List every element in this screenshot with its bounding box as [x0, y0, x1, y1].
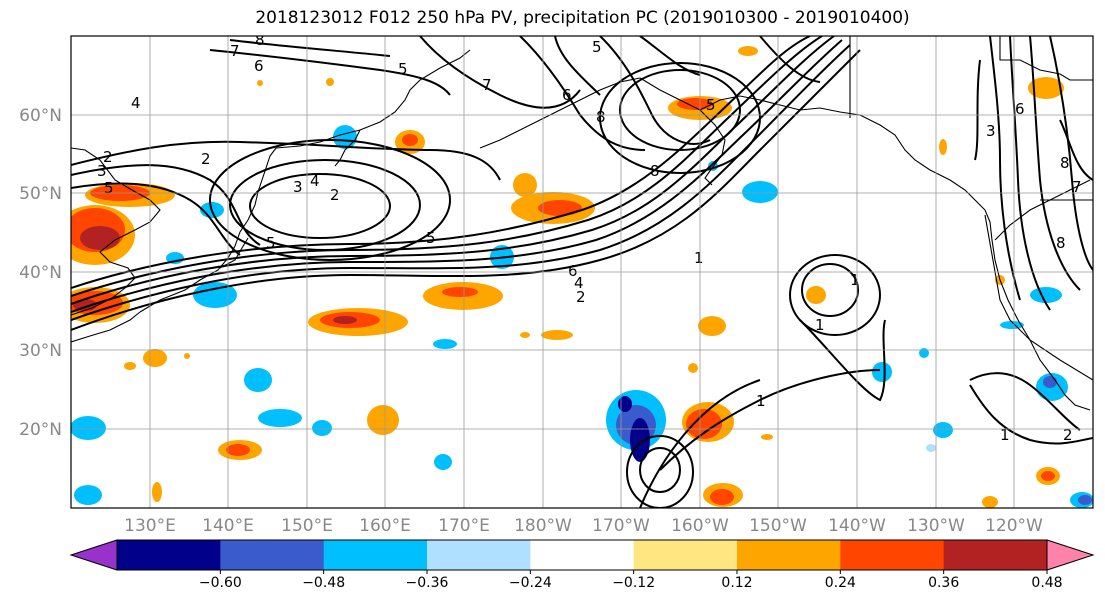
svg-text:2: 2 — [1063, 426, 1073, 444]
colorbar-tick-label: 0.36 — [928, 575, 959, 591]
colorbar-tick-label: −0.36 — [406, 575, 449, 591]
lon-label: 160°W — [671, 516, 729, 536]
svg-text:6: 6 — [562, 86, 572, 104]
svg-text:7: 7 — [1072, 178, 1082, 196]
svg-text:2: 2 — [201, 150, 211, 168]
svg-text:5: 5 — [426, 229, 436, 247]
lon-label: 130°E — [124, 516, 176, 536]
colorbar-tick-label: −0.12 — [612, 575, 655, 591]
colorbar-cell — [840, 540, 945, 570]
contour-labels: 7 8 6 5 5 7 6 5 8 8 5 4 2 2 3 5 3 4 2 5 — [97, 31, 1082, 444]
colorbar-cell — [737, 540, 841, 570]
svg-text:2: 2 — [330, 186, 340, 204]
lat-label: 50°N — [19, 184, 62, 204]
svg-text:1: 1 — [850, 271, 860, 289]
svg-text:5: 5 — [266, 234, 276, 252]
colorbar-tick-label: −0.24 — [509, 575, 552, 591]
lat-label: 40°N — [19, 263, 62, 283]
colorbar-cell — [530, 540, 635, 570]
svg-text:6: 6 — [1015, 100, 1025, 118]
svg-text:8: 8 — [596, 108, 606, 126]
svg-text:8: 8 — [1056, 234, 1066, 252]
colorbar-cell — [117, 540, 221, 570]
lon-label: 180°W — [514, 516, 572, 536]
lon-label: 140°E — [202, 516, 254, 536]
lat-label: 30°N — [19, 341, 62, 361]
svg-text:2: 2 — [576, 288, 586, 306]
svg-text:7: 7 — [230, 42, 240, 60]
svg-text:7: 7 — [482, 76, 492, 94]
svg-text:2: 2 — [103, 148, 113, 166]
svg-text:4: 4 — [131, 94, 141, 112]
colorbar-cell — [943, 540, 1048, 570]
svg-text:1: 1 — [1000, 426, 1010, 444]
colorbar-tick-label: 0.12 — [721, 575, 752, 591]
svg-text:3: 3 — [293, 178, 303, 196]
svg-text:8: 8 — [1060, 154, 1070, 172]
latitude-labels: 60°N 50°N 40°N 30°N 20°N — [19, 106, 62, 440]
lon-label: 150°W — [749, 516, 807, 536]
map-frame — [70, 35, 1094, 509]
colorbar-tick-label: −0.60 — [199, 575, 242, 591]
svg-text:6: 6 — [254, 57, 264, 75]
svg-text:4: 4 — [574, 274, 584, 292]
svg-text:5: 5 — [398, 60, 408, 78]
colorbar-extend-low — [69, 539, 118, 571]
colorbar-cell — [220, 540, 325, 570]
colorbar-extend-high — [1046, 539, 1095, 571]
svg-text:5: 5 — [706, 96, 716, 114]
colorbar-tick-label: 0.24 — [825, 575, 856, 591]
lon-label: 140°W — [828, 516, 886, 536]
colorbar: −0.60 −0.48 −0.36 −0.24 −0.12 0.12 0.24 0.36 0.4… — [69, 539, 1095, 591]
lat-label: 20°N — [19, 420, 62, 440]
svg-text:4: 4 — [310, 172, 320, 190]
colorbar-cell — [633, 540, 738, 570]
svg-text:1: 1 — [694, 249, 704, 267]
longitude-labels: 130°E 140°E 150°E 160°E 170°E 180°W 170°… — [124, 516, 1043, 536]
svg-text:5: 5 — [104, 179, 114, 197]
lon-label: 170°E — [438, 516, 490, 536]
lon-label: 120°W — [985, 516, 1043, 536]
svg-text:8: 8 — [650, 162, 660, 180]
svg-text:1: 1 — [815, 316, 825, 334]
svg-text:1: 1 — [756, 392, 766, 410]
colorbar-tick-label: −0.48 — [302, 575, 345, 591]
svg-text:3: 3 — [986, 122, 996, 140]
gridlines — [71, 36, 1093, 508]
colorbar-tick-label: 0.48 — [1031, 575, 1062, 591]
lon-label: 150°E — [281, 516, 333, 536]
svg-text:5: 5 — [592, 38, 602, 56]
figure-title: 2018123012 F012 250 hPa PV, precipitatio… — [255, 8, 910, 28]
svg-text:6: 6 — [568, 262, 578, 280]
svg-text:3: 3 — [97, 162, 107, 180]
svg-text:8: 8 — [255, 31, 265, 49]
lon-label: 170°W — [592, 516, 650, 536]
lon-label: 160°E — [359, 516, 411, 536]
lat-label: 60°N — [19, 106, 62, 126]
lon-label: 130°W — [907, 516, 965, 536]
colorbar-cell — [427, 540, 531, 570]
colorbar-cell — [323, 540, 428, 570]
